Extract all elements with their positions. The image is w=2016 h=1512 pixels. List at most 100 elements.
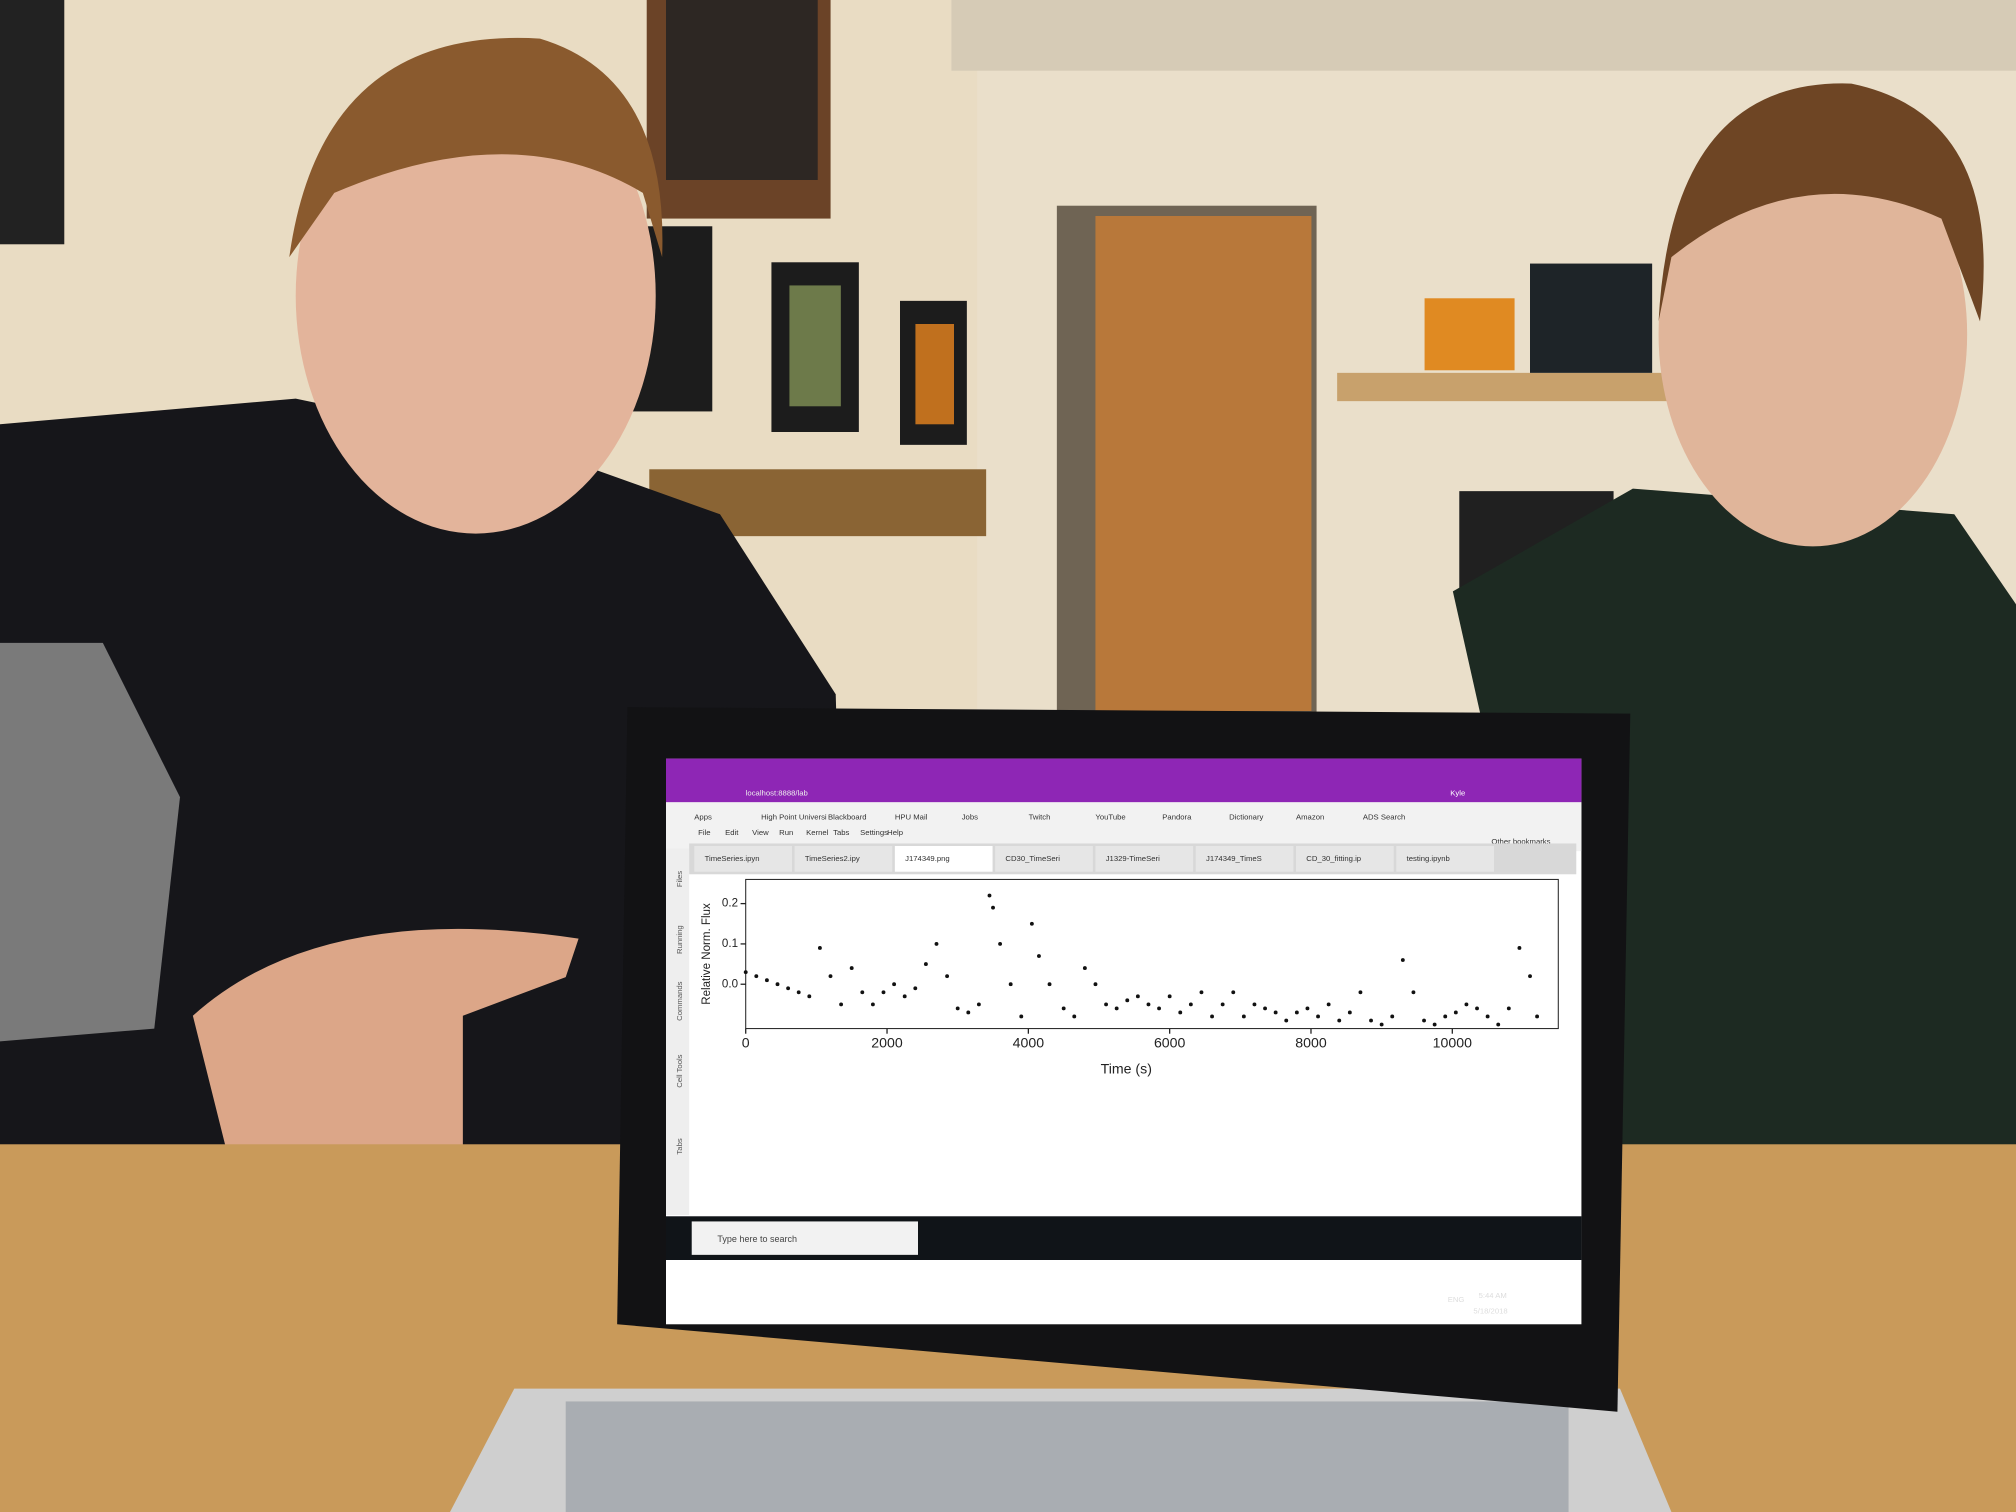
data-point	[839, 1002, 844, 1007]
bookmark[interactable]: Dictionary	[1229, 813, 1263, 822]
data-point	[1294, 1010, 1299, 1015]
data-point	[892, 982, 897, 987]
tab-label[interactable]: CD30_TimeSeri	[1005, 854, 1060, 863]
person-right-face	[1658, 122, 1968, 547]
tab-label[interactable]: CD_30_fitting.ip	[1306, 854, 1361, 863]
bookmark[interactable]: Pandora	[1162, 813, 1192, 822]
x-tick-label: 8000	[1295, 1035, 1327, 1051]
vent	[666, 0, 818, 180]
data-point	[1220, 1002, 1225, 1007]
tab[interactable]	[794, 846, 893, 872]
bookmark[interactable]: High Point Universi	[761, 813, 827, 822]
data-point	[1072, 1014, 1077, 1019]
title-bar	[666, 758, 1582, 803]
x-tick-label: 4000	[1013, 1035, 1045, 1051]
data-point	[998, 941, 1003, 946]
data-point	[1369, 1018, 1373, 1023]
x-axis-label: Time (s)	[1101, 1060, 1152, 1076]
tab[interactable]	[995, 846, 1093, 872]
data-point	[987, 893, 992, 898]
bookmark[interactable]: Amazon	[1296, 813, 1324, 822]
data-point	[796, 990, 801, 995]
data-point	[1199, 990, 1204, 995]
bookmark[interactable]: ADS Search	[1363, 813, 1405, 822]
tab-label[interactable]: TimeSeries2.ipy	[805, 854, 860, 863]
frame	[0, 0, 65, 245]
data-point	[913, 986, 918, 991]
url[interactable]: localhost:8888/lab	[746, 788, 808, 797]
sidebar-tab[interactable]: Tabs	[675, 1138, 684, 1154]
tab[interactable]	[694, 846, 792, 872]
shelf	[1337, 372, 1672, 402]
bookmark[interactable]: Blackboard	[828, 813, 867, 822]
data-point	[976, 1002, 981, 1007]
data-point	[1411, 990, 1416, 995]
data-point	[1422, 1018, 1426, 1023]
menu-item[interactable]: Edit	[725, 828, 739, 837]
menu-item[interactable]: Run	[779, 828, 793, 837]
hair	[1658, 83, 1984, 322]
books	[1530, 263, 1653, 373]
menu-item[interactable]: Kernel	[806, 828, 829, 837]
data-point	[1496, 1022, 1501, 1027]
data-point	[1400, 958, 1405, 962]
menu-item[interactable]: Tabs	[833, 828, 849, 837]
bookmark[interactable]: YouTube	[1095, 813, 1125, 822]
bookmark[interactable]: Jobs	[962, 813, 978, 822]
sidebar-tab[interactable]: Running	[675, 925, 684, 954]
picture	[1424, 298, 1515, 371]
data-point	[1517, 946, 1522, 950]
tab-label[interactable]: J1329-TimeSeri	[1106, 854, 1160, 863]
data-point	[775, 982, 780, 987]
door	[1095, 216, 1312, 711]
data-point	[1432, 1022, 1437, 1027]
clock-time: 5:44 AM	[1479, 1291, 1507, 1300]
data-point	[817, 946, 822, 950]
sleeve	[0, 642, 180, 1042]
flower-picture	[915, 324, 954, 425]
data-point	[923, 962, 928, 967]
sidebar-tab[interactable]: Commands	[675, 981, 684, 1021]
data-point	[1019, 1014, 1024, 1019]
menu-item[interactable]: View	[752, 828, 769, 837]
x-tick-label: 10000	[1433, 1035, 1472, 1051]
sidebar-tab[interactable]: Cell Tools	[675, 1054, 684, 1087]
menu-item[interactable]: Help	[887, 828, 903, 837]
user-name: Kyle	[1450, 788, 1465, 797]
other-bookmarks[interactable]: Other bookmarks	[1491, 837, 1550, 846]
tab[interactable]	[894, 846, 993, 872]
y-axis-label: Relative Norm. Flux	[701, 903, 713, 1005]
sidebar-tab[interactable]: Files	[675, 871, 684, 887]
tab[interactable]	[1195, 846, 1294, 872]
sidebar-tabs: Files Running Commands Cell Tools Tabs	[675, 871, 684, 1155]
bookmark[interactable]: Apps	[694, 813, 712, 822]
toolbar	[666, 802, 1582, 852]
data-point	[764, 978, 769, 983]
menu-item[interactable]: Settings	[860, 828, 888, 837]
keyboard	[565, 1401, 1569, 1512]
data-point	[902, 994, 907, 999]
tab[interactable]	[1296, 846, 1394, 872]
data-point	[1443, 1014, 1448, 1019]
person-left-face	[295, 57, 656, 534]
menu-item[interactable]: File	[698, 828, 710, 837]
tab[interactable]	[1095, 846, 1194, 872]
tab-label[interactable]: J174349.png	[905, 854, 950, 863]
tab-label[interactable]: J174349_TimeS	[1206, 854, 1262, 863]
data-point	[1008, 982, 1013, 987]
tab[interactable]	[1396, 846, 1494, 872]
tab-label[interactable]: TimeSeries.ipyn	[705, 854, 760, 863]
data-point	[1061, 1006, 1066, 1011]
search-placeholder[interactable]: Type here to search	[717, 1234, 797, 1244]
bookmark[interactable]: Twitch	[1029, 813, 1051, 822]
sidebar	[666, 848, 690, 1215]
data-point	[870, 1002, 875, 1007]
bookmark[interactable]: HPU Mail	[895, 813, 928, 822]
flower-picture	[789, 285, 841, 407]
plot-frame	[745, 878, 1559, 1030]
search-box[interactable]	[691, 1221, 918, 1255]
bookmarks-bar: Apps High Point Universi Blackboard HPU Mai…	[694, 813, 1405, 822]
data-point	[1252, 1002, 1257, 1007]
data-point	[1273, 1010, 1278, 1015]
tab-label[interactable]: testing.ipynb	[1407, 854, 1450, 863]
